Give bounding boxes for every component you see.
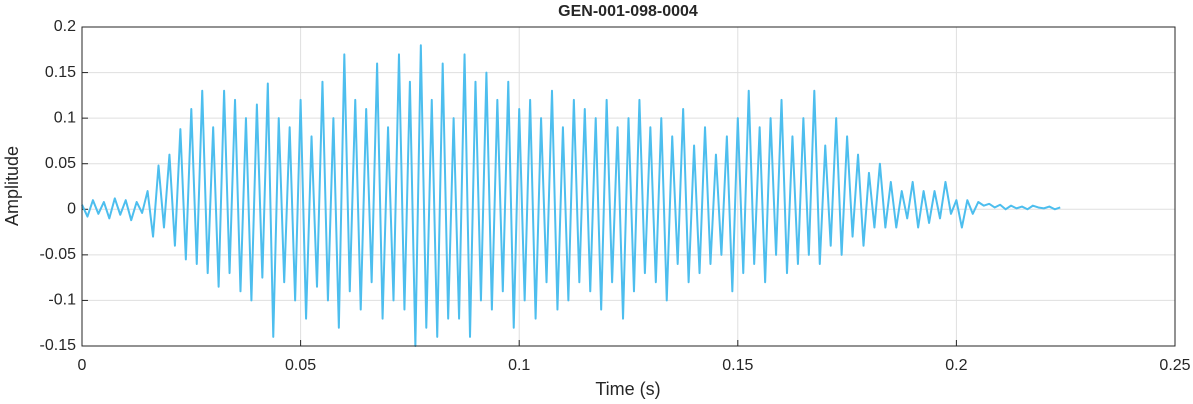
y-tick-label: 0.2 [54, 18, 76, 35]
plot-frame [81, 26, 1176, 347]
x-tick-label: 0.2 [945, 357, 967, 374]
y-tick-label: 0.15 [45, 64, 76, 81]
y-tick-label: 0 [67, 201, 76, 218]
x-tick-label: 0.25 [1159, 357, 1190, 374]
x-tick-label: 0.05 [285, 357, 316, 374]
x-axis-label: Time (s) [595, 379, 660, 399]
y-tick-label: -0.1 [48, 292, 76, 309]
x-tick-label: 0.15 [722, 357, 753, 374]
y-axis-label: Amplitude [2, 146, 22, 226]
y-tick-label: -0.15 [40, 337, 77, 354]
chart-title: GEN-001-098-0004 [558, 3, 698, 20]
x-tick-label: 0.1 [508, 357, 530, 374]
waveform-line [81, 44, 1061, 347]
y-tick-label: 0.05 [45, 155, 76, 172]
x-tick-label: 0 [78, 357, 87, 374]
y-tick-label: 0.1 [54, 109, 76, 126]
y-tick-label: -0.05 [40, 246, 77, 263]
